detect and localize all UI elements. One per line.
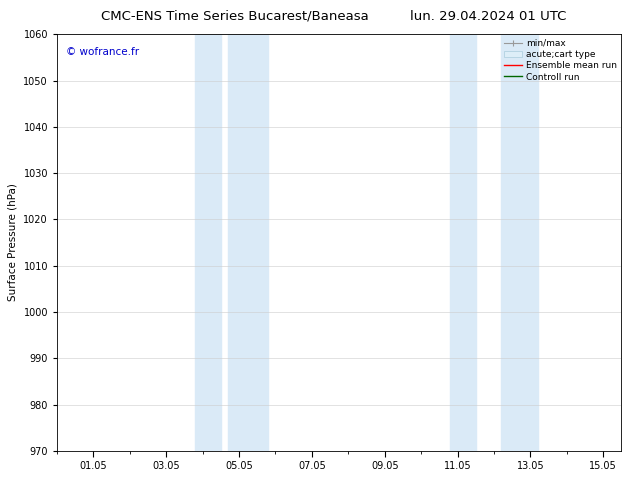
Text: © wofrance.fr: © wofrance.fr [65,47,139,57]
Bar [501,34,538,451]
Bar [195,34,221,451]
Legend: min/max, acute;cart type, Ensemble mean run, Controll run: min/max, acute;cart type, Ensemble mean … [502,37,619,83]
Text: lun. 29.04.2024 01 UTC: lun. 29.04.2024 01 UTC [410,10,566,23]
Y-axis label: Surface Pressure (hPa): Surface Pressure (hPa) [8,184,18,301]
Text: CMC-ENS Time Series Bucarest/Baneasa: CMC-ENS Time Series Bucarest/Baneasa [101,10,368,23]
Bar [450,34,476,451]
Bar [228,34,268,451]
